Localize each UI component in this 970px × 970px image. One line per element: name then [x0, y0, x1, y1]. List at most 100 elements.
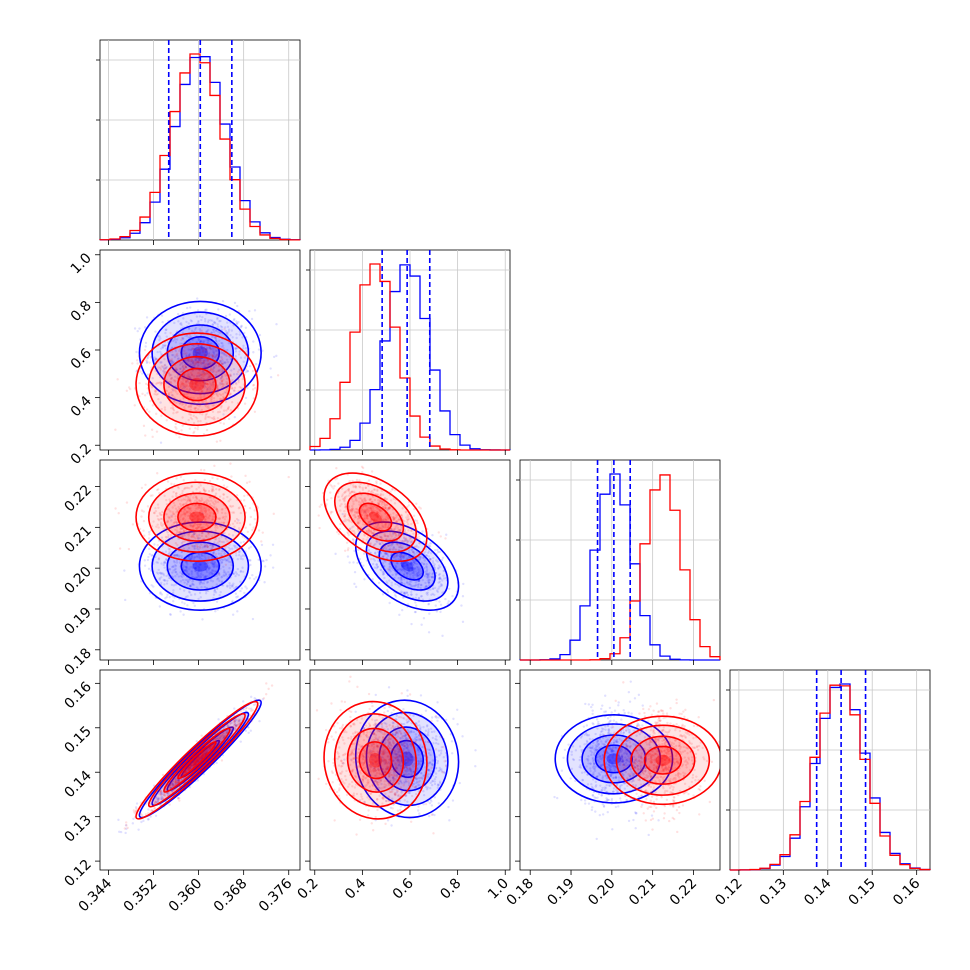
scatter-point — [164, 328, 168, 332]
scatter-point — [211, 563, 215, 566]
scatter-point — [226, 325, 230, 328]
scatter-point — [183, 340, 186, 344]
scatter-point — [237, 320, 240, 324]
scatter-point — [254, 362, 258, 366]
scatter-point — [170, 377, 173, 380]
scatter-point — [170, 359, 174, 363]
scatter-point — [184, 522, 187, 526]
scatter-point — [433, 566, 436, 569]
scatter-point — [150, 584, 153, 587]
scatter-point — [196, 361, 200, 364]
scatter-point — [177, 320, 180, 323]
scatter-point — [173, 321, 176, 325]
scatter-point — [190, 535, 193, 538]
scatter-point — [214, 531, 217, 534]
scatter-point — [209, 496, 212, 499]
scatter-point — [210, 488, 214, 491]
scatter-point — [211, 362, 215, 366]
scatter-point — [184, 365, 188, 369]
scatter-point — [229, 560, 232, 564]
density-contour — [151, 311, 250, 395]
scatter-point — [199, 393, 202, 396]
scatter-point — [211, 355, 214, 358]
scatter-point — [198, 386, 202, 390]
scatter-point — [196, 297, 199, 300]
scatter-point — [411, 554, 414, 557]
scatter-point — [155, 393, 158, 396]
scatter-point — [173, 396, 176, 399]
scatter-point — [406, 557, 409, 560]
scatter-point — [172, 521, 176, 525]
scatter-point — [239, 580, 242, 583]
scatter-point — [206, 383, 209, 386]
scatter-point — [187, 507, 191, 510]
scatter-point — [146, 505, 150, 508]
scatter-point — [202, 516, 206, 519]
scatter-point — [237, 381, 240, 384]
scatter-point — [188, 333, 192, 337]
scatter-point — [445, 533, 448, 536]
scatter-point — [205, 521, 208, 524]
scatter-point — [220, 370, 223, 374]
scatter-point — [212, 350, 215, 354]
scatter-point — [412, 514, 416, 517]
scatter-p1-p2 — [99, 249, 301, 451]
scatter-point — [198, 582, 202, 586]
scatter-point — [210, 561, 213, 565]
scatter-point — [417, 569, 421, 572]
scatter-point — [220, 521, 223, 524]
scatter-point — [407, 539, 410, 543]
scatter-point — [216, 384, 219, 387]
scatter-point — [358, 479, 361, 482]
scatter-point — [199, 503, 202, 507]
scatter-point — [237, 519, 240, 522]
scatter-point — [171, 506, 174, 509]
scatter-point — [191, 361, 195, 365]
scatter-point — [219, 325, 223, 328]
scatter-point — [162, 574, 166, 577]
scatter-point — [179, 502, 182, 506]
scatter-point — [198, 359, 202, 362]
scatter-point — [405, 571, 409, 575]
scatter-point — [183, 521, 186, 525]
density-contour — [138, 300, 262, 406]
scatter-point — [231, 382, 235, 386]
scatter-point — [179, 571, 182, 574]
scatter-point — [275, 354, 278, 358]
scatter-point — [233, 546, 237, 549]
scatter-point — [187, 327, 191, 330]
scatter-point — [161, 346, 165, 349]
scatter-point — [229, 373, 232, 376]
scatter-point — [415, 502, 418, 505]
scatter-point — [208, 495, 211, 499]
histogram-series-0 — [309, 264, 511, 451]
scatter-point — [178, 534, 182, 538]
scatter-point — [144, 341, 148, 345]
scatter-point — [213, 355, 217, 358]
scatter-point — [192, 511, 195, 514]
scatter-point — [431, 561, 435, 565]
scatter-point — [203, 372, 207, 375]
scatter-point — [199, 569, 203, 572]
scatter-point — [182, 498, 185, 501]
scatter-point — [188, 404, 191, 408]
scatter-point — [193, 593, 197, 596]
scatter-point — [189, 404, 193, 407]
scatter-point — [160, 414, 163, 417]
scatter-point — [216, 390, 219, 393]
scatter-point — [188, 578, 191, 582]
scatter-point — [125, 389, 129, 393]
scatter-point — [214, 364, 218, 367]
scatter-point — [195, 376, 199, 379]
scatter-point — [202, 554, 205, 557]
scatter-point — [410, 622, 413, 626]
scatter-point — [198, 581, 201, 584]
scatter-point — [207, 352, 210, 356]
scatter-point — [198, 536, 202, 540]
scatter-point — [222, 521, 225, 524]
scatter-point — [175, 524, 178, 528]
scatter-point — [193, 363, 196, 366]
scatter-point — [206, 498, 209, 502]
scatter-point — [159, 350, 162, 354]
scatter-point — [196, 507, 199, 510]
